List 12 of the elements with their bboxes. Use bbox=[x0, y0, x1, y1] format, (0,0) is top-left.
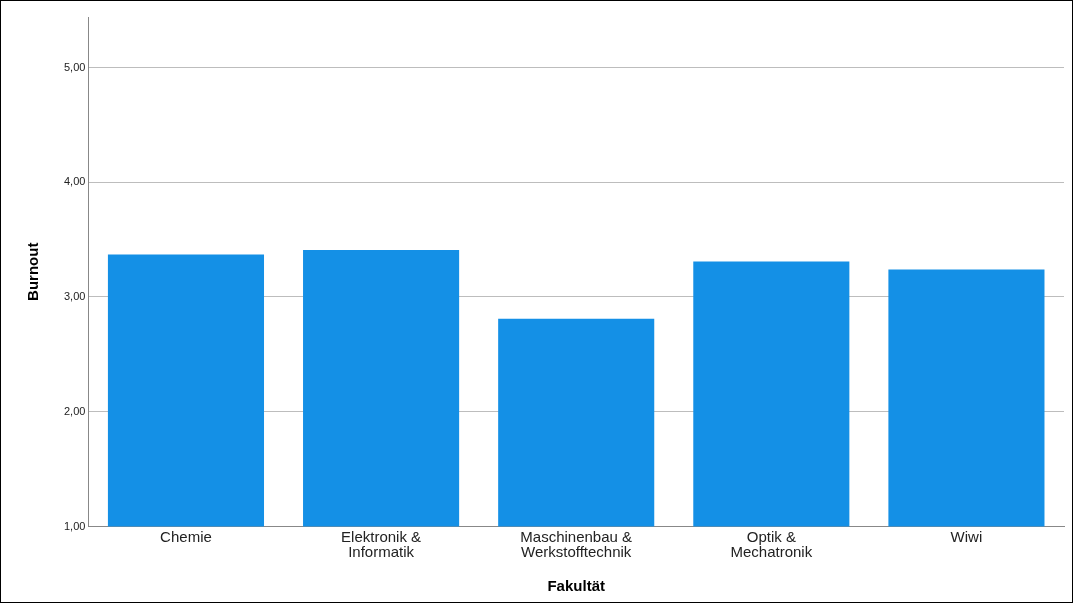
x-tick-label: Optik & Mechatronik bbox=[730, 527, 813, 561]
x-tick-label: Maschinenbau & Werkstofftechnik bbox=[520, 527, 633, 561]
x-tick-label: Wiwi bbox=[950, 527, 983, 545]
x-tick-label: Chemie bbox=[160, 527, 212, 545]
x-tick-label: Elektronik & Informatik bbox=[341, 527, 422, 561]
y-tick-label: 4,00 bbox=[63, 175, 86, 188]
y-tick-label: 5,00 bbox=[63, 60, 86, 73]
y-tick-label: 1,00 bbox=[63, 519, 86, 532]
x-axis-title: Fakultät bbox=[547, 577, 605, 595]
y-axis-title: Burnout bbox=[24, 242, 42, 301]
y-tick-label: 3,00 bbox=[63, 290, 86, 303]
y-tick-label: 2,00 bbox=[63, 404, 86, 417]
